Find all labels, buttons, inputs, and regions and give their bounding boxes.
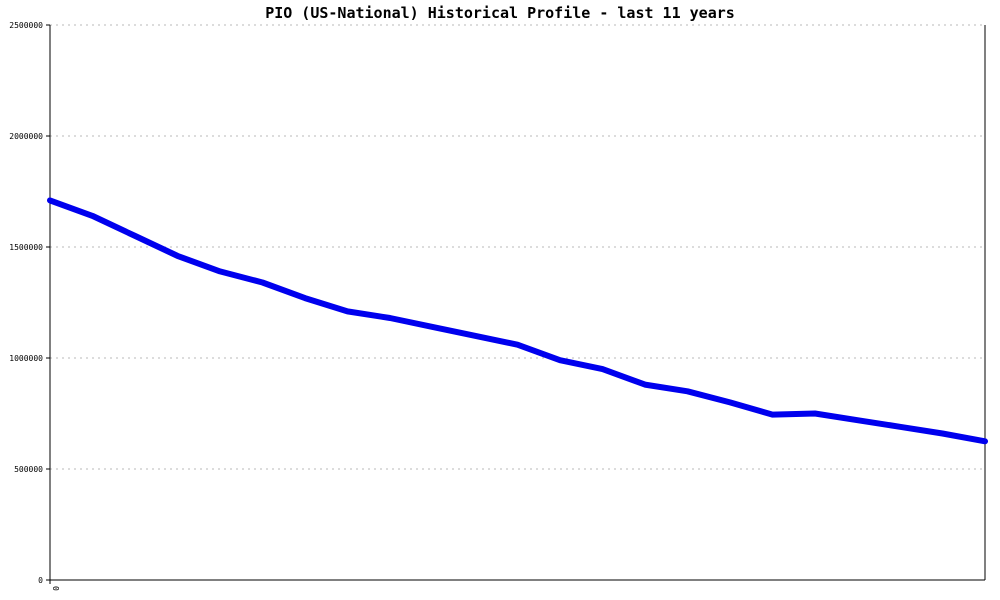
y-tick-label: 1000000 bbox=[9, 354, 43, 363]
tick-labels: 0 500000 1000000 1500000 2000000 2500000 0 bbox=[9, 21, 60, 591]
gridlines bbox=[50, 24, 985, 470]
y-tick-label: 2000000 bbox=[9, 132, 43, 141]
y-tick-label: 500000 bbox=[14, 465, 43, 474]
y-tick-label: 2500000 bbox=[9, 21, 43, 30]
series-line bbox=[47, 197, 988, 445]
y-tick-label: 1500000 bbox=[9, 243, 43, 252]
axes bbox=[46, 24, 986, 584]
series-layer bbox=[47, 197, 988, 445]
x-tick-label: 0 bbox=[51, 586, 60, 591]
y-tick-label: 0 bbox=[38, 576, 43, 585]
chart-title: PIO (US-National) Historical Profile - l… bbox=[265, 4, 735, 22]
